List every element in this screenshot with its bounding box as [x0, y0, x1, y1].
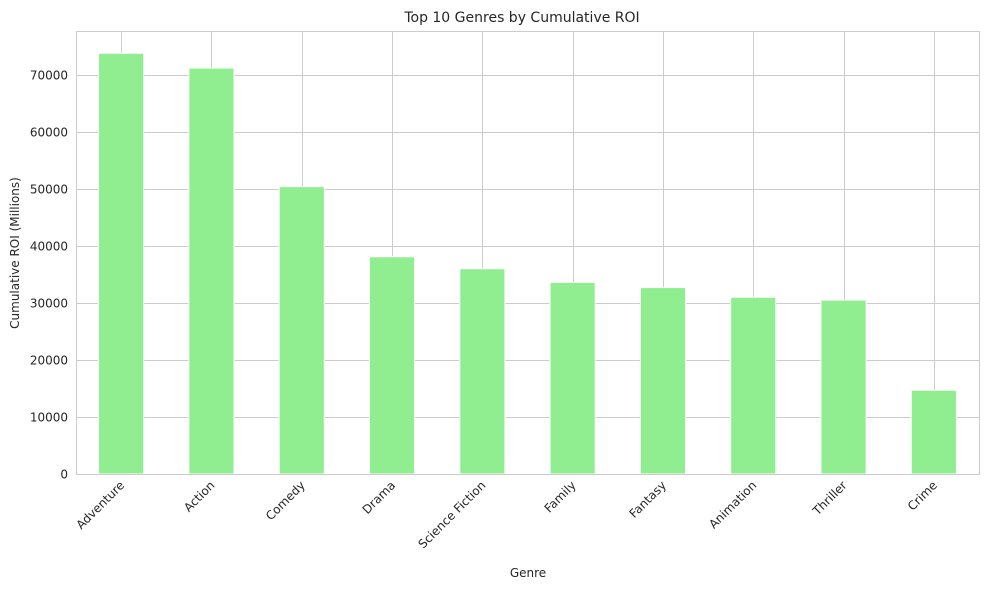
bar-thriller	[820, 299, 867, 475]
x-tick-label: Animation	[706, 478, 759, 531]
x-tick-label: Crime	[905, 478, 940, 513]
x-tick-label: Drama	[360, 478, 399, 517]
x-tick-label: Comedy	[263, 478, 308, 523]
y-tick-label: 20000	[30, 354, 68, 368]
y-tick-label: 60000	[30, 126, 68, 140]
plot-frame	[76, 31, 980, 475]
bar-action	[188, 67, 235, 475]
chart-title: Top 10 Genres by Cumulative ROI	[403, 10, 639, 26]
x-axis-label: Genre	[510, 566, 546, 580]
x-tick-label: Family	[542, 478, 579, 515]
x-tick-label: Fantasy	[627, 478, 670, 521]
y-axis-label: Cumulative ROI (Millions)	[8, 177, 22, 329]
bar-drama	[368, 256, 416, 475]
y-tick-label: 0	[60, 468, 68, 482]
bar-comedy	[278, 186, 325, 475]
bar-animation	[730, 296, 777, 475]
x-tick-label: Thriller	[809, 478, 849, 518]
y-tick-label: 10000	[30, 411, 68, 425]
x-tick-label: Adventure	[73, 478, 127, 532]
x-tick-label: Action	[181, 478, 217, 514]
bar-crime	[910, 389, 957, 475]
bars	[98, 52, 957, 475]
y-tick-label: 70000	[30, 69, 68, 83]
bar-fantasy	[639, 287, 687, 475]
y-tick-label: 40000	[30, 240, 68, 254]
bar-science-fiction	[459, 268, 506, 475]
x-tick-label: Science Fiction	[415, 478, 488, 551]
bar-family	[549, 281, 596, 475]
bar-adventure	[98, 52, 145, 475]
y-tick-label: 30000	[30, 297, 68, 311]
x-axis-ticks: Adventure Action Comedy Drama Science Fictio…	[73, 478, 939, 551]
y-axis-ticks: 0 10000 20000 30000 40000 50000 60000 70000	[30, 69, 68, 482]
y-tick-label: 50000	[30, 183, 68, 197]
